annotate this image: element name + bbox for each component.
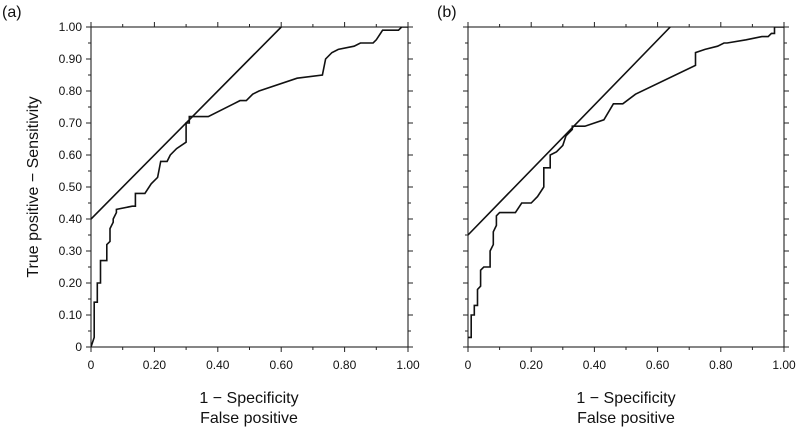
y-tick-label: 0.30	[59, 244, 83, 258]
x-axis-title-line2: False positive	[577, 410, 675, 427]
x-axis-title-line1: 1 − Specificity	[199, 390, 298, 407]
x-tick-label: 0.40	[583, 358, 607, 372]
y-tick-label: 0.80	[59, 84, 83, 98]
x-tick-label: 0.80	[333, 358, 357, 372]
panel-a: (a) True positive − Sensitivity 0 0.10 0.2…	[2, 4, 420, 427]
x-axis-ticks: 0 0.20 0.40 0.60 0.80 1.00	[465, 358, 796, 372]
plot-frame	[90, 26, 409, 348]
x-axis-title-line2: False positive	[200, 410, 298, 427]
x-tick-label: 0.20	[143, 358, 167, 372]
x-tick-label: 0.40	[206, 358, 230, 372]
y-tick-label: 0.10	[59, 308, 83, 322]
panel-a-label: (a)	[2, 4, 22, 21]
panel-b: (b) 0 0.20 0.40 0.60 0.80 1.00 1 − Specificit…	[437, 4, 796, 427]
x-tick-label: 0	[465, 358, 472, 372]
x-tick-label: 0.60	[270, 358, 294, 372]
roc-curve	[468, 27, 784, 339]
x-axis-ticks: 0 0.20 0.40 0.60 0.80 1.00	[88, 358, 420, 372]
y-tick-label: 0.70	[59, 116, 83, 130]
plot-area	[463, 22, 789, 352]
x-tick-label: 1.00	[396, 358, 420, 372]
x-tick-label: 0	[88, 358, 95, 372]
panel-b-label: (b)	[437, 4, 457, 21]
y-tick-label: 0.50	[59, 180, 83, 194]
tangent-line	[468, 27, 671, 236]
x-axis-title-line1: 1 − Specificity	[576, 390, 675, 407]
x-tick-label: 0.80	[709, 358, 733, 372]
x-tick-label: 1.00	[772, 358, 796, 372]
x-tick-label: 0.60	[646, 358, 670, 372]
y-axis-ticks: 0 0.10 0.20 0.30 0.40 0.50 0.60 0.70 0.80 0.90 1.0…	[59, 20, 83, 354]
y-tick-label: 0	[75, 340, 82, 354]
x-tick-label: 0.20	[520, 358, 544, 372]
y-tick-label: 0.40	[59, 212, 83, 226]
y-axis-title: True positive − Sensitivity	[25, 96, 42, 277]
y-tick-label: 0.20	[59, 276, 83, 290]
roc-curve	[91, 27, 408, 347]
plot-area	[86, 22, 413, 352]
y-tick-label: 1.00	[59, 20, 83, 34]
y-tick-label: 0.60	[59, 148, 83, 162]
y-tick-label: 0.90	[59, 52, 83, 66]
